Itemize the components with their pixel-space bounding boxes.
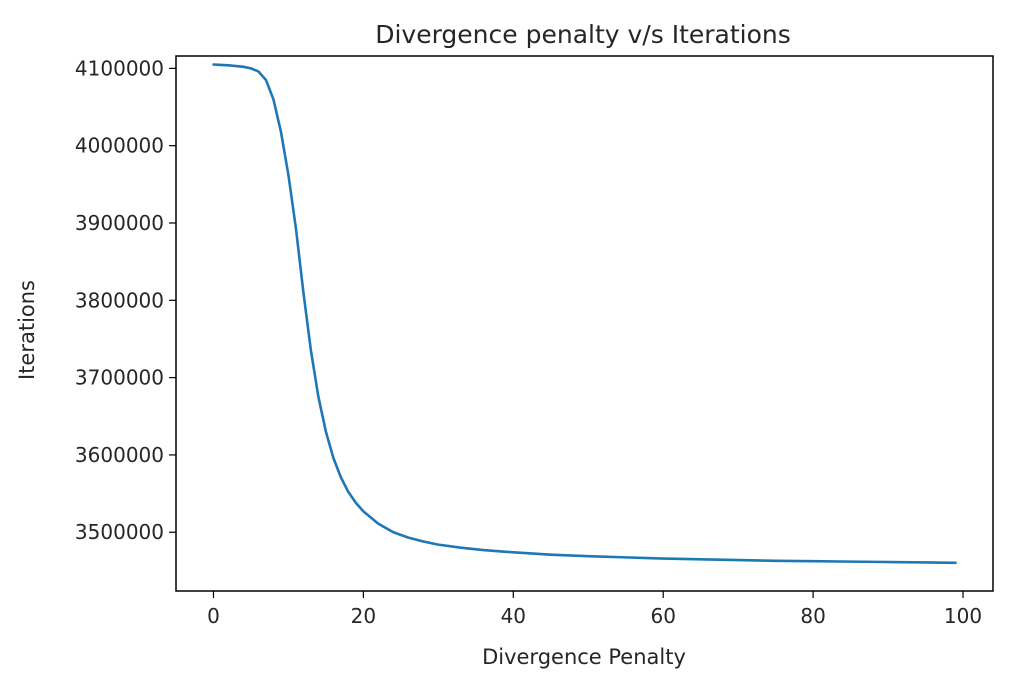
series-line-0 (212, 63, 957, 565)
y-tick-label: 3700000 (75, 366, 164, 390)
y-tick-label: 4000000 (75, 134, 164, 158)
y-tick-label: 3900000 (75, 211, 164, 235)
chart-title: Divergence penalty v/s Iterations (375, 20, 791, 49)
x-tick-label: 60 (650, 604, 675, 628)
x-tick-label: 80 (800, 604, 825, 628)
y-axis-ticks: 3500000 3600000 3700000 3800000 3900000 40000… (75, 56, 176, 544)
x-axis-ticks: 0 20 40 60 80 100 (207, 591, 982, 628)
series-layer (212, 63, 957, 565)
x-tick-label: 40 (501, 604, 526, 628)
y-tick-label: 3500000 (75, 520, 164, 544)
x-axis-label: Divergence Penalty (482, 645, 686, 669)
plot-frame (175, 55, 994, 592)
y-axis-label: Iterations (15, 280, 39, 380)
x-tick-label: 20 (351, 604, 376, 628)
y-tick-label: 4100000 (75, 56, 164, 80)
y-tick-label: 3800000 (75, 288, 164, 312)
x-tick-label: 0 (207, 604, 220, 628)
x-tick-label: 100 (944, 604, 982, 628)
y-tick-label: 3600000 (75, 443, 164, 467)
